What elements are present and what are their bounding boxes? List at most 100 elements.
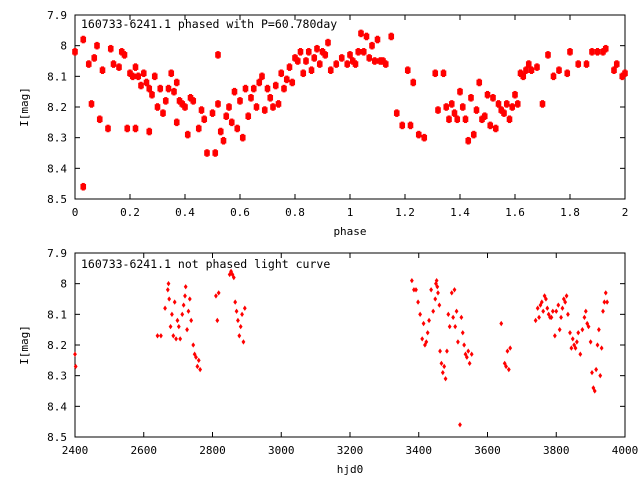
- plot-frame: [74, 252, 626, 438]
- data-point-arm: [601, 48, 605, 56]
- data-point-arm: [252, 84, 256, 93]
- y-tick-label: 8: [60, 278, 67, 291]
- data-point: [195, 363, 200, 370]
- data-point-arm: [483, 112, 487, 120]
- data-point: [572, 342, 577, 348]
- data-point: [578, 351, 583, 357]
- data-point: [241, 339, 246, 345]
- data-point: [227, 271, 232, 278]
- data-point: [231, 274, 236, 281]
- data-point: [434, 277, 439, 284]
- data-point: [504, 363, 508, 370]
- data-point-arm: [461, 103, 465, 111]
- data-point: [443, 376, 448, 382]
- data-point: [464, 354, 469, 360]
- data-point: [554, 308, 559, 314]
- data-point-arm: [551, 72, 556, 81]
- data-point-arm: [87, 60, 91, 68]
- data-point-arm: [576, 60, 580, 68]
- data-point-arm: [180, 100, 184, 108]
- data-point-arm: [411, 78, 415, 87]
- data-point: [545, 305, 550, 311]
- data-point: [541, 308, 546, 314]
- data-point: [499, 320, 504, 327]
- x-tick-label: 4000: [612, 444, 639, 457]
- data-point-arm: [213, 149, 217, 157]
- data-point-arm: [166, 84, 171, 93]
- data-point-arm: [81, 182, 85, 191]
- data-point-arm: [285, 75, 289, 84]
- y-tick-label: 8.5: [47, 431, 67, 444]
- data-point-arm: [496, 100, 501, 108]
- y-tick-label: 7.9: [47, 9, 67, 22]
- data-point-arm: [348, 51, 352, 59]
- data-point-arm: [329, 66, 333, 74]
- data-point: [174, 336, 178, 342]
- data-point-arm: [147, 127, 151, 136]
- data-point: [73, 363, 78, 370]
- data-point-arm: [521, 72, 525, 81]
- data-point: [596, 327, 601, 333]
- data-point: [456, 339, 460, 345]
- data-point: [175, 317, 180, 324]
- data-point-arm: [263, 106, 267, 114]
- data-point: [590, 369, 594, 376]
- data-point: [595, 342, 600, 348]
- data-point: [187, 296, 192, 302]
- data-point-arm: [510, 103, 514, 111]
- data-point-arm: [466, 136, 470, 145]
- data-point: [452, 287, 457, 293]
- data-point: [467, 360, 472, 367]
- data-point-arm: [298, 48, 303, 56]
- data-point: [214, 293, 218, 299]
- data-point: [447, 323, 452, 330]
- data-point: [436, 290, 440, 296]
- data-point-arm: [356, 48, 360, 56]
- data-point: [425, 330, 430, 336]
- data-point-arm: [125, 124, 129, 133]
- data-point-arm: [246, 112, 250, 120]
- data-point: [563, 299, 568, 305]
- y-tick-label: 8.1: [47, 70, 67, 83]
- data-point: [421, 320, 426, 327]
- data-point: [533, 317, 538, 324]
- data-point-arm: [474, 106, 479, 114]
- data-point: [437, 302, 442, 308]
- x-tick-label: 1.8: [560, 206, 580, 219]
- data-point-arm: [417, 130, 421, 139]
- x-axis-label: hjd0: [337, 463, 364, 476]
- data-point-arm: [620, 72, 624, 81]
- data-point-arm: [518, 69, 523, 78]
- data-point-arm: [373, 57, 377, 65]
- data-point-arm: [216, 51, 220, 59]
- data-point-arm: [472, 130, 476, 139]
- data-point-arm: [477, 78, 481, 87]
- data-point-arm: [205, 149, 209, 157]
- y-tick-label: 8.3: [47, 132, 67, 145]
- data-point-arm: [111, 60, 116, 68]
- data-point: [230, 271, 235, 278]
- data-point-arm: [279, 69, 283, 78]
- data-point-arm: [133, 124, 138, 133]
- data-point: [603, 290, 608, 296]
- data-point-arm: [139, 81, 143, 90]
- data-point-arm: [175, 118, 179, 127]
- data-point-arm: [441, 69, 446, 78]
- data-point: [463, 351, 468, 357]
- data-point-arm: [529, 66, 534, 74]
- data-point-arm: [604, 44, 608, 53]
- data-point-arm: [98, 115, 102, 124]
- data-point-arm: [491, 94, 495, 102]
- data-point: [602, 299, 607, 305]
- data-point: [576, 330, 581, 336]
- data-point-arm: [494, 124, 498, 133]
- data-point-arm: [122, 51, 127, 59]
- data-point: [435, 284, 440, 290]
- data-point-arm: [345, 60, 349, 68]
- data-point-arm: [568, 48, 572, 56]
- data-point-arm: [109, 44, 113, 53]
- data-point-arm: [408, 121, 413, 130]
- phased-light-curve-panel: 0 0.2 0.4 0.6 0.8 1 1.2 1.4 1.6 1.8 2 7.9 8 8.1 8.2 8.3…: [18, 9, 628, 238]
- data-point-arm: [499, 106, 503, 114]
- data-point: [183, 293, 187, 299]
